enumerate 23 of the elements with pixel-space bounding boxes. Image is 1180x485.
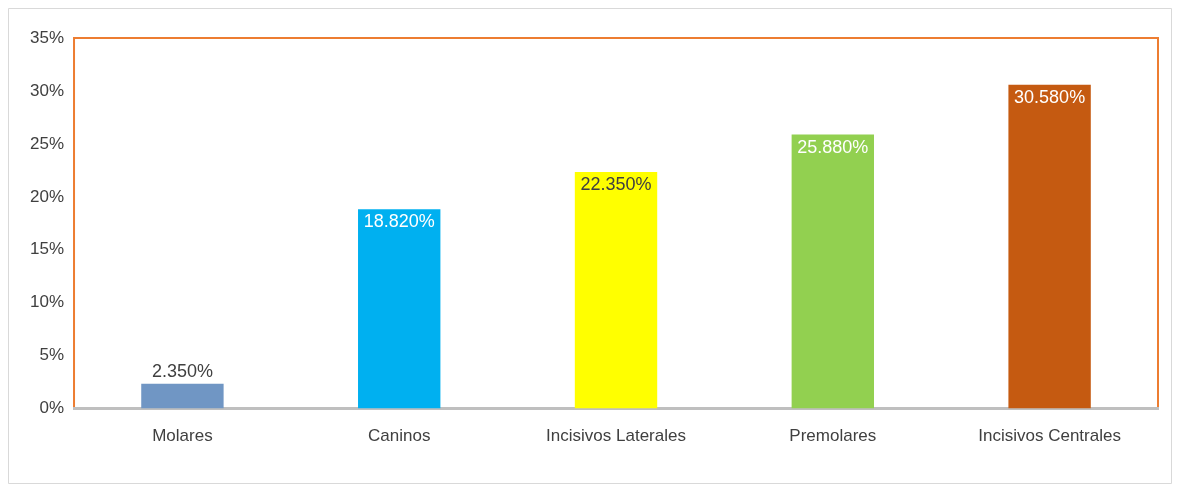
- data-label: 25.880%: [797, 136, 869, 157]
- bar: [358, 209, 441, 409]
- y-tick-label: 10%: [29, 292, 65, 312]
- y-tick-label: 20%: [29, 186, 65, 206]
- x-tick-label: Premolares: [789, 426, 877, 446]
- data-label: 18.820%: [363, 211, 435, 232]
- bar: [574, 171, 658, 409]
- x-tick-label: Incisivos Centrales: [978, 426, 1121, 446]
- data-label: 22.350%: [580, 173, 652, 194]
- data-label: 2.350%: [151, 360, 213, 381]
- y-tick-label: 25%: [29, 133, 65, 153]
- y-tick-label: 15%: [29, 239, 65, 259]
- x-tick-label: Incisivos Laterales: [546, 426, 686, 446]
- bar: [791, 134, 874, 409]
- data-label: 30.580%: [1014, 86, 1086, 107]
- bar: [141, 383, 224, 409]
- x-tick-label: Caninos: [368, 426, 431, 446]
- y-tick-label: 35%: [29, 27, 65, 47]
- x-tick-label: Molares: [152, 426, 213, 446]
- bar: [1008, 84, 1091, 409]
- y-tick-label: 30%: [29, 80, 65, 100]
- y-tick-label: 5%: [39, 345, 65, 365]
- y-tick-label: 0%: [39, 398, 65, 418]
